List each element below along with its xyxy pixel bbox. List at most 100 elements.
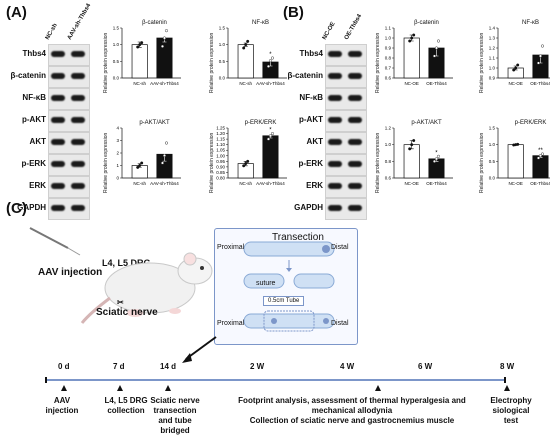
bar	[403, 144, 420, 179]
y-tick-label: 0.5	[489, 159, 496, 164]
category-label: NC-sh	[239, 181, 252, 186]
blot-column-label: AAV-sh-Thbs4	[66, 2, 93, 41]
data-point	[164, 29, 168, 33]
drg-label: L4, L5 DRG	[102, 258, 151, 268]
y-tick-label: 0.8	[385, 56, 392, 61]
proximal-label-2: Proximal	[217, 320, 245, 327]
blot-band-box	[325, 198, 367, 220]
data-point	[162, 36, 166, 40]
data-point	[540, 44, 544, 48]
data-point	[408, 147, 412, 151]
data-point	[246, 159, 250, 163]
timeline-label: 2 W	[250, 362, 265, 371]
blot-band	[71, 51, 85, 57]
data-point	[412, 33, 416, 37]
y-tick-label: 0.0	[219, 76, 226, 81]
timeline-label: 8 W	[500, 362, 515, 371]
y-tick-label: 1.5	[489, 126, 496, 131]
transection-title: Transection	[272, 232, 324, 243]
category-label: AAV-sh-Thbs4	[150, 81, 179, 86]
y-tick-label: 1.25	[216, 126, 225, 131]
blot-label: β-catenin	[10, 71, 46, 80]
blot-band	[51, 51, 65, 57]
bar	[131, 44, 148, 79]
timeline	[45, 377, 510, 391]
sciatic-nerve-label: Sciatic nerve	[96, 307, 158, 318]
blot-band-box	[325, 132, 367, 154]
category-label: NC-OE	[404, 81, 419, 86]
panel-label-a: (A)	[6, 4, 27, 21]
data-point	[436, 154, 440, 158]
y-tick-label: 1.0	[385, 142, 392, 147]
y-tick-label: 0.9	[489, 76, 496, 81]
blot-band	[328, 161, 342, 167]
bar	[428, 158, 445, 179]
blot-band-box	[325, 110, 367, 132]
category-label: NC-sh	[239, 81, 252, 86]
y-tick-label: 1.0	[219, 42, 226, 47]
blot-label: Thbs4	[22, 49, 46, 58]
y-tick-label: 1.4	[489, 26, 496, 31]
blot-band-box	[48, 88, 90, 110]
data-point	[246, 39, 250, 43]
blot-band	[348, 95, 362, 101]
timeline-label: 7 d	[113, 362, 125, 371]
blot-band-box	[48, 176, 90, 198]
arrow-icon	[182, 336, 217, 363]
chart-title: NF-κB	[522, 20, 539, 26]
data-point	[244, 162, 248, 166]
blot-band	[51, 117, 65, 123]
blot-band	[71, 183, 85, 189]
chart-svg: 0.0 0.5 1.0 1.5 NC-sh AAV-sh-Thbs4	[113, 26, 181, 86]
blot-label: ERK	[306, 181, 323, 190]
data-point	[516, 63, 520, 67]
blot-column-label: OE-Thbs4	[343, 13, 364, 41]
data-point	[432, 54, 436, 58]
bar-chart: p-ERK/ERK Relative protein expression 0.80…	[206, 120, 289, 220]
data-point	[538, 154, 542, 158]
blot-label: p-AKT	[22, 115, 46, 124]
y-tick-label: 0.90	[216, 164, 225, 169]
timeline-label: 4 W	[340, 362, 355, 371]
bar-chart: p-ERK/ERK Relative protein expression 0.0 0…	[476, 120, 550, 220]
y-tick-label: 1.15	[216, 137, 225, 142]
bar-chart: p-AKT/AKT Relative protein expression 0.6 0…	[372, 120, 455, 220]
blot-band	[328, 51, 342, 57]
blot-column-label: NC-sh	[44, 22, 59, 41]
data-point	[140, 161, 144, 165]
data-point	[540, 152, 544, 156]
y-tick-label: 4	[116, 126, 119, 131]
timeline-event: Footprint analysis, assessment of therma…	[238, 396, 466, 425]
y-tick-label: 1.0	[489, 142, 496, 147]
data-point	[434, 157, 438, 161]
blot-band-box	[325, 66, 367, 88]
y-tick-label: 1	[116, 163, 119, 168]
blot-label: NF-κB	[299, 93, 323, 102]
blot-label: GAPDH	[294, 203, 323, 212]
significance-mark: *	[269, 52, 272, 58]
category-label: NC-OE	[508, 81, 523, 86]
bar-chart: p-AKT/AKT Relative protein expression 0 1 2 3…	[100, 120, 183, 220]
chart-title: p-AKT/AKT	[139, 120, 170, 126]
y-tick-label: 0.0	[489, 176, 496, 181]
y-tick-label: 0.80	[216, 176, 225, 181]
tube-label: 0.5cm Tube	[263, 296, 305, 306]
distal-label: Distal	[331, 244, 349, 251]
blot-label: AKT	[306, 137, 323, 146]
blot-band-box	[48, 44, 90, 66]
timeline-event: Sciatic nerve transection and tube bridg…	[150, 396, 200, 435]
data-point	[432, 159, 436, 163]
y-tick-label: 0.6	[385, 76, 392, 81]
bar	[403, 37, 420, 79]
chart-title: p-ERK/ERK	[514, 120, 547, 126]
blot-band	[328, 117, 342, 123]
y-tick-label: 0.5	[113, 59, 120, 64]
blot-label: p-ERK	[298, 159, 323, 168]
y-tick-label: 0.8	[385, 159, 392, 164]
y-tick-label: 1.10	[216, 142, 225, 147]
blot-label: β-catenin	[287, 71, 323, 80]
blot-band-box	[48, 110, 90, 132]
data-point	[436, 39, 440, 43]
bar-chart: NF-κB Relative protein expression 0.9 1.0 1.…	[476, 20, 550, 120]
y-tick-label: 1.05	[216, 148, 225, 153]
